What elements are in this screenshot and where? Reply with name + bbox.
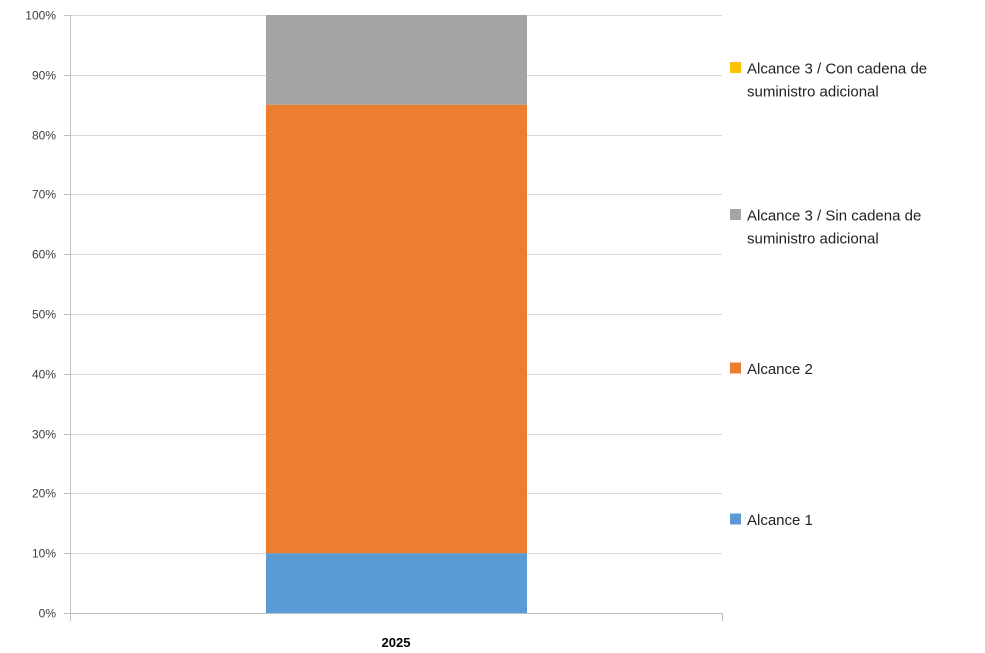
legend-item: Alcance 2: [730, 361, 813, 378]
y-tick-label: 40%: [32, 368, 56, 382]
legend-label: suministro adicional: [747, 231, 879, 248]
x-category-label: 2025: [382, 635, 411, 650]
legend-item: Alcance 3 / Con cadena de suministro adic…: [730, 61, 927, 101]
y-tick-label: 60%: [32, 248, 56, 262]
legend-label: Alcance 3 / Con cadena de: [747, 61, 927, 78]
y-tick-label: 70%: [32, 188, 56, 202]
bar-segment-3: [266, 15, 527, 105]
y-tick-label: 90%: [32, 69, 56, 83]
legend-label: Alcance 3 / Sin cadena de: [747, 208, 921, 225]
legend-swatch: [730, 209, 741, 220]
bar-segment-1: [266, 553, 527, 613]
y-tick-label: 20%: [32, 487, 56, 501]
legend-label: suministro adicional: [747, 84, 879, 101]
y-tick-label: 100%: [25, 9, 56, 23]
y-tick-label: 10%: [32, 547, 56, 561]
axes: 0% 10% 20% 30% 40% 50% 60% 70% 80% 90% 100% 2025: [25, 9, 723, 650]
y-tick-label: 30%: [32, 428, 56, 442]
legend: Alcance 3 / Con cadena de suministro adic…: [730, 61, 927, 529]
bar-segment-2: [266, 104, 527, 554]
legend-item: Alcance 3 / Sin cadena de suministro adic…: [730, 208, 921, 248]
legend-label: Alcance 1: [747, 512, 813, 529]
y-tick-label: 50%: [32, 308, 56, 322]
legend-swatch: [730, 513, 741, 525]
legend-item: Alcance 1: [730, 512, 813, 529]
y-tick-label: 80%: [32, 129, 56, 143]
legend-swatch: [730, 362, 741, 374]
legend-label: Alcance 2: [747, 361, 813, 378]
legend-swatch: [730, 62, 741, 73]
bar-stack: [266, 15, 527, 613]
y-tick-label: 0%: [39, 607, 57, 621]
